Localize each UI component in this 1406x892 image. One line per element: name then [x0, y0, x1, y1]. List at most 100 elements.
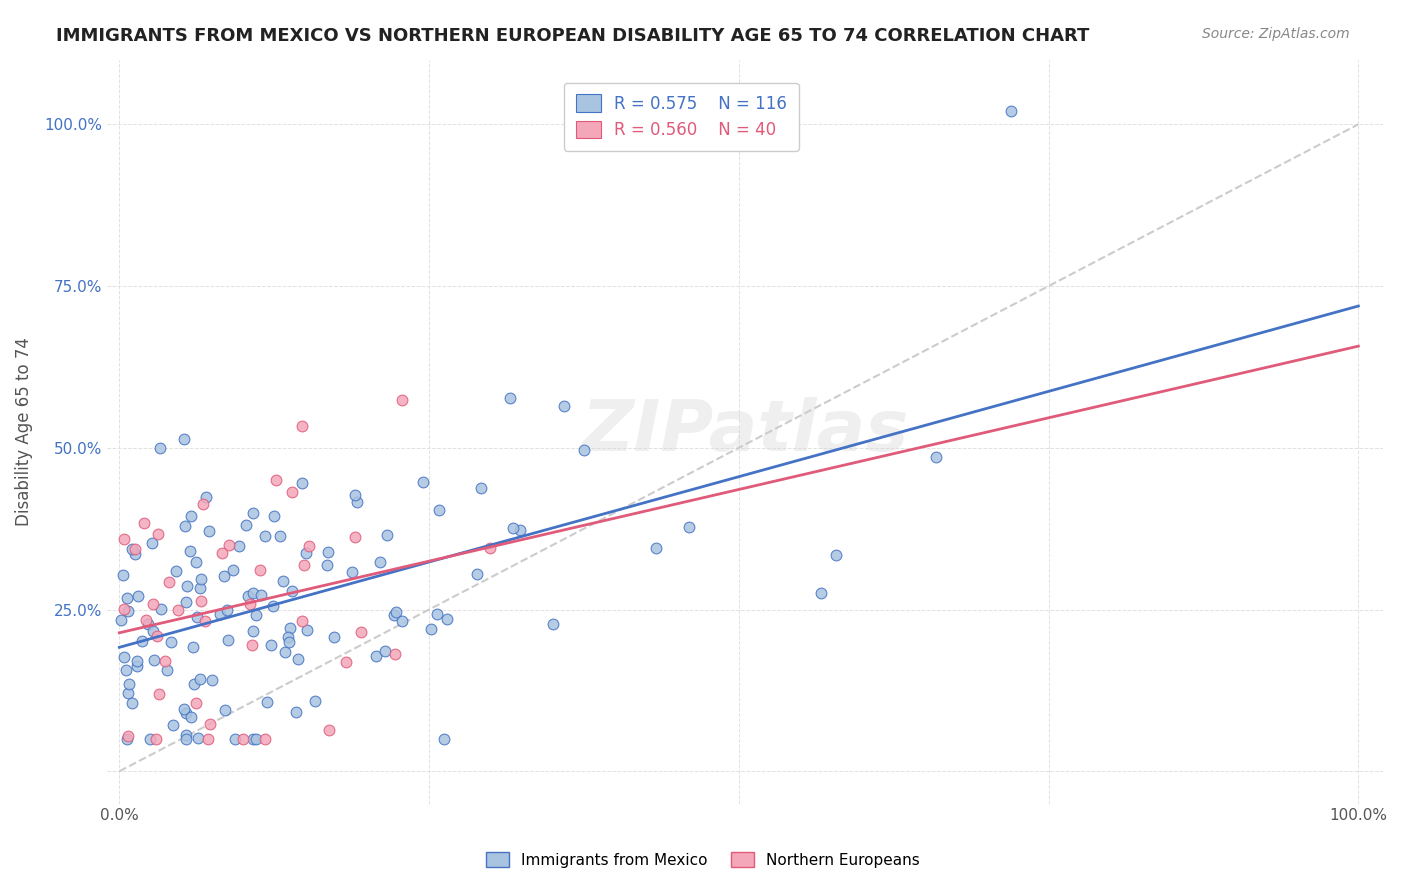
Point — [141, 536, 163, 550]
Point — [343, 530, 366, 544]
Point — [266, 473, 288, 487]
Point — [281, 484, 304, 499]
Point — [346, 495, 368, 509]
Point — [271, 574, 294, 588]
Point — [124, 547, 146, 561]
Point — [384, 648, 406, 662]
Point — [112, 650, 135, 665]
Point — [180, 509, 202, 524]
Point — [465, 567, 488, 582]
Point — [181, 640, 204, 654]
Point — [125, 658, 148, 673]
Point — [176, 579, 198, 593]
Point — [412, 475, 434, 490]
Point — [253, 529, 276, 543]
Point — [179, 544, 201, 558]
Point — [824, 549, 846, 563]
Point — [242, 586, 264, 600]
Point — [115, 663, 138, 677]
Point — [160, 635, 183, 649]
Point — [188, 673, 211, 687]
Point — [165, 564, 187, 578]
Point — [201, 673, 224, 687]
Point — [184, 554, 207, 568]
Point — [149, 441, 172, 455]
Point — [350, 625, 373, 640]
Point — [136, 616, 159, 631]
Point — [148, 687, 170, 701]
Point — [427, 503, 450, 517]
Point — [184, 696, 207, 710]
Point — [190, 572, 212, 586]
Point — [239, 597, 262, 611]
Point — [245, 607, 267, 622]
Point — [236, 589, 259, 603]
Point — [197, 731, 219, 746]
Point — [269, 529, 291, 543]
Point — [1000, 104, 1022, 119]
Point — [198, 717, 221, 731]
Point — [541, 617, 564, 632]
Point — [274, 644, 297, 658]
Point — [260, 638, 283, 652]
Point — [281, 584, 304, 599]
Point — [384, 605, 406, 619]
Point — [117, 604, 139, 618]
Point — [263, 509, 285, 524]
Point — [470, 481, 492, 495]
Point — [127, 589, 149, 603]
Point — [278, 621, 301, 635]
Point — [316, 545, 339, 559]
Point — [242, 731, 264, 746]
Point — [382, 607, 405, 622]
Point — [277, 635, 299, 649]
Point — [242, 506, 264, 520]
Point — [262, 599, 284, 613]
Point — [193, 497, 215, 511]
Point — [167, 603, 190, 617]
Point — [217, 632, 239, 647]
Point — [436, 612, 458, 626]
Point — [284, 705, 307, 719]
Point — [235, 518, 257, 533]
Point — [678, 520, 700, 534]
Point — [228, 540, 250, 554]
Point — [232, 731, 254, 746]
Point — [195, 491, 218, 505]
Point — [188, 581, 211, 595]
Point — [553, 400, 575, 414]
Point — [924, 450, 946, 464]
Point — [224, 731, 246, 746]
Point — [292, 558, 315, 572]
Point — [335, 655, 357, 669]
Point — [124, 542, 146, 557]
Point — [117, 729, 139, 743]
Point — [112, 602, 135, 616]
Point — [375, 528, 398, 542]
Point — [211, 546, 233, 560]
Point — [370, 555, 392, 569]
Point — [208, 607, 231, 622]
Point — [190, 594, 212, 608]
Point — [121, 696, 143, 710]
Text: Source: ZipAtlas.com: Source: ZipAtlas.com — [1202, 27, 1350, 41]
Point — [572, 442, 595, 457]
Point — [186, 610, 208, 624]
Point — [118, 677, 141, 691]
Point — [139, 731, 162, 746]
Point — [115, 591, 138, 605]
Point — [291, 419, 314, 434]
Text: ZIPatlas: ZIPatlas — [581, 397, 908, 467]
Point — [117, 686, 139, 700]
Point — [157, 575, 180, 590]
Point — [212, 569, 235, 583]
Point — [256, 695, 278, 709]
Point — [242, 624, 264, 639]
Point — [110, 614, 132, 628]
Point — [173, 432, 195, 446]
Point — [180, 709, 202, 723]
Point — [142, 624, 165, 639]
Point — [112, 533, 135, 547]
Point — [291, 476, 314, 491]
Point — [391, 615, 413, 629]
